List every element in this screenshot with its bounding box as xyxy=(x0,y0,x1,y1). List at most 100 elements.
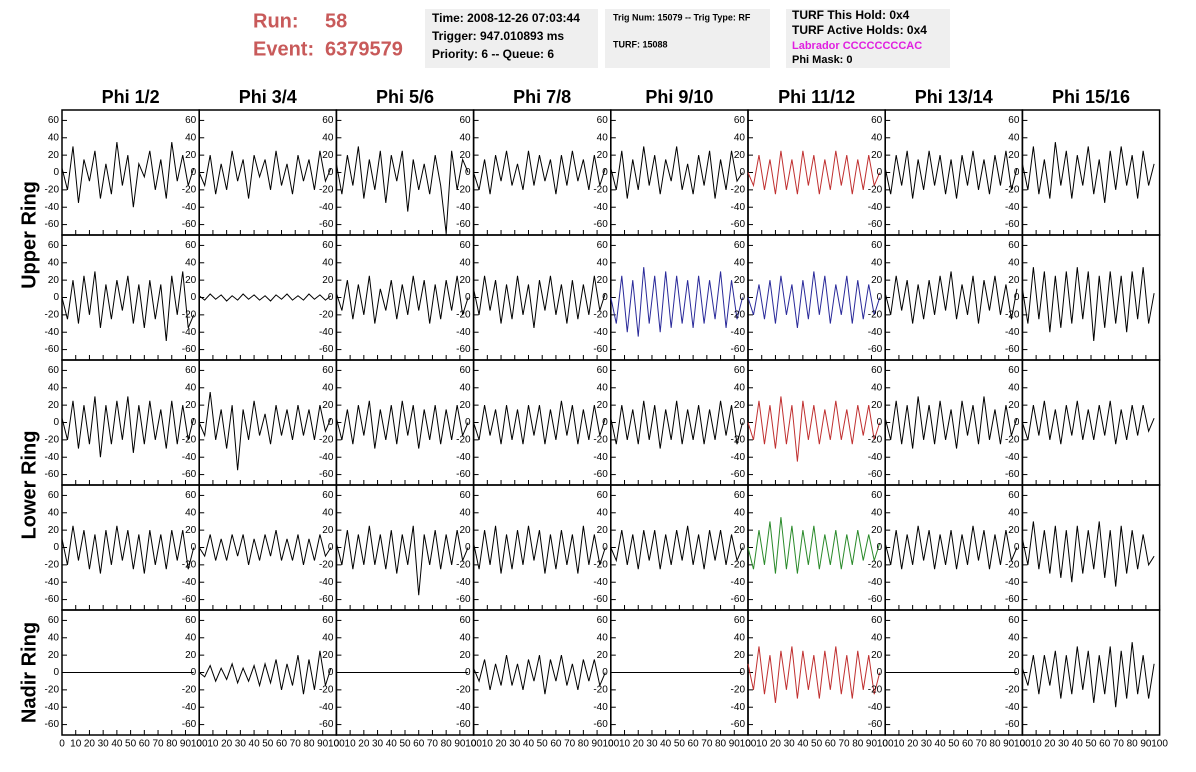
y-tick-label: -40 xyxy=(868,452,883,463)
y-tick-label: -20 xyxy=(456,685,471,696)
y-tick-label: -20 xyxy=(731,310,746,321)
x-tick-label: 50 xyxy=(125,739,137,750)
x-tick-label: 30 xyxy=(646,739,658,750)
x-tick-label: 60 xyxy=(276,739,288,750)
y-tick-label: -40 xyxy=(182,702,197,713)
y-tick-label: 60 xyxy=(1008,365,1020,376)
y-tick-label: 20 xyxy=(459,525,471,536)
event-value: 6379579 xyxy=(325,38,403,60)
y-tick-label: 40 xyxy=(459,257,471,268)
panel-frame xyxy=(198,234,338,361)
y-tick-label: 40 xyxy=(1008,257,1020,268)
waveform xyxy=(198,392,332,471)
x-tick-label: 10 xyxy=(207,739,219,750)
y-tick-label: 40 xyxy=(322,632,334,643)
y-tick-label: 0 xyxy=(191,542,197,553)
y-tick-label: -40 xyxy=(1005,702,1020,713)
waveform xyxy=(335,275,469,324)
y-tick-label: -20 xyxy=(456,185,471,196)
panel-frame xyxy=(884,359,1024,486)
y-tick-label: 60 xyxy=(185,365,197,376)
info-box xyxy=(605,9,770,68)
y-tick-label: -60 xyxy=(319,469,334,480)
column-title: Phi 9/10 xyxy=(645,87,713,107)
y-tick-label: 60 xyxy=(459,115,471,126)
y-tick-label: 0 xyxy=(1014,417,1020,428)
y-tick-label: 40 xyxy=(48,132,60,143)
x-tick-label: 100 xyxy=(1014,739,1031,750)
column-title: Phi 3/4 xyxy=(239,87,297,107)
y-tick-label: -40 xyxy=(456,452,471,463)
x-tick-label: 60 xyxy=(413,739,425,750)
info-trigger: Trigger: 947.010893 ms xyxy=(432,29,564,43)
x-tick-label: 30 xyxy=(921,739,933,750)
x-tick-label: 70 xyxy=(701,739,713,750)
y-tick-label: 40 xyxy=(185,132,197,143)
y-tick-label: 40 xyxy=(1008,132,1020,143)
y-tick-label: -20 xyxy=(456,560,471,571)
y-tick-label: -40 xyxy=(45,452,60,463)
waveform xyxy=(198,650,332,695)
panel-frame xyxy=(335,109,475,236)
x-tick-label: 20 xyxy=(358,739,370,750)
y-tick-label: 60 xyxy=(459,490,471,501)
y-tick-label: -60 xyxy=(456,219,471,230)
y-tick-label: -20 xyxy=(456,435,471,446)
y-tick-label: -60 xyxy=(1005,344,1020,355)
x-tick-label: 80 xyxy=(715,739,727,750)
y-tick-label: -60 xyxy=(456,594,471,605)
y-tick-label: 20 xyxy=(1008,150,1020,161)
x-tick-label: 70 xyxy=(1113,739,1125,750)
y-tick-label: -60 xyxy=(731,719,746,730)
ring-label: Lower Ring xyxy=(18,431,40,540)
y-tick-label: -40 xyxy=(456,202,471,213)
panel-frame xyxy=(472,109,612,236)
y-tick-label: 20 xyxy=(871,650,883,661)
y-tick-label: -20 xyxy=(1005,560,1020,571)
y-tick-label: -20 xyxy=(182,685,197,696)
y-tick-label: 20 xyxy=(48,525,60,536)
y-tick-label: 60 xyxy=(459,365,471,376)
y-tick-label: -60 xyxy=(45,219,60,230)
x-tick-label: 80 xyxy=(303,739,315,750)
y-tick-label: 40 xyxy=(871,257,883,268)
y-tick-label: 40 xyxy=(185,632,197,643)
y-tick-label: 40 xyxy=(322,382,334,393)
y-tick-label: 60 xyxy=(871,365,883,376)
x-tick-label: 0 xyxy=(196,739,202,750)
y-tick-label: 60 xyxy=(597,490,609,501)
column-title: Phi 11/12 xyxy=(778,87,855,107)
panel-frame xyxy=(198,359,338,486)
y-tick-label: -60 xyxy=(731,219,746,230)
x-tick-label: 30 xyxy=(784,739,796,750)
y-tick-label: 60 xyxy=(734,365,746,376)
x-tick-label: 40 xyxy=(660,739,672,750)
y-tick-label: -60 xyxy=(456,469,471,480)
y-tick-label: 40 xyxy=(734,632,746,643)
y-tick-label: 0 xyxy=(465,542,471,553)
x-tick-label: 10 xyxy=(893,739,905,750)
y-tick-label: -20 xyxy=(182,310,197,321)
y-tick-label: 0 xyxy=(877,167,883,178)
y-tick-label: -40 xyxy=(182,577,197,588)
y-tick-label: 20 xyxy=(734,150,746,161)
info-time: Time: 2008-12-26 07:03:44 xyxy=(432,11,580,25)
y-tick-label: -40 xyxy=(731,202,746,213)
x-tick-label: 10 xyxy=(70,739,82,750)
y-tick-label: 60 xyxy=(48,365,60,376)
y-tick-label: -20 xyxy=(593,185,608,196)
y-tick-label: -40 xyxy=(319,577,334,588)
x-tick-label: 40 xyxy=(935,739,947,750)
info-box xyxy=(425,9,598,68)
x-tick-label: 80 xyxy=(441,739,453,750)
y-tick-label: 60 xyxy=(1008,490,1020,501)
x-tick-label: 0 xyxy=(471,739,477,750)
y-tick-label: 0 xyxy=(53,667,59,678)
waveform xyxy=(61,396,195,458)
panel-frame xyxy=(335,359,475,486)
y-tick-label: 60 xyxy=(459,615,471,626)
y-tick-label: 40 xyxy=(871,507,883,518)
x-tick-label: 70 xyxy=(976,739,988,750)
x-tick-label: 80 xyxy=(852,739,864,750)
y-tick-label: 60 xyxy=(322,240,334,251)
